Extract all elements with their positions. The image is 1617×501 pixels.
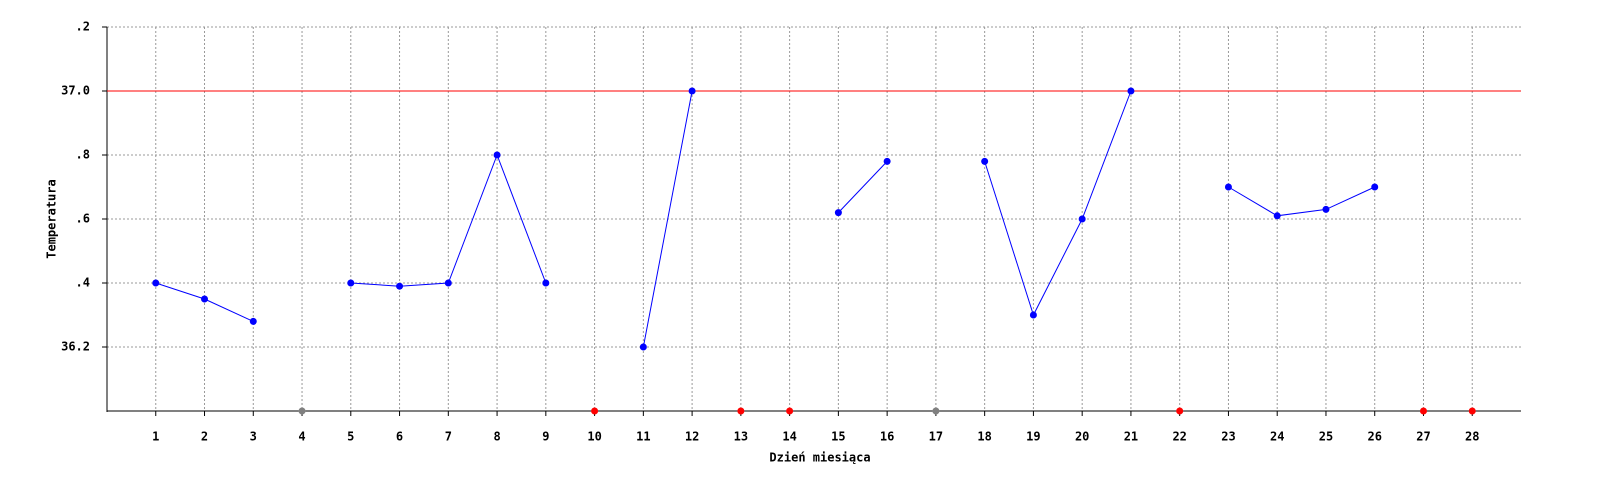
y-tick-label: .8 bbox=[76, 148, 90, 162]
x-tick-label: 7 bbox=[445, 430, 452, 444]
data-point bbox=[1224, 183, 1232, 191]
data-point bbox=[201, 295, 209, 303]
x-tick-label: 12 bbox=[685, 430, 699, 444]
x-tick-label: 19 bbox=[1026, 430, 1040, 444]
data-point bbox=[834, 209, 842, 217]
x-tick-label: 22 bbox=[1172, 430, 1186, 444]
x-tick-label: 21 bbox=[1124, 430, 1138, 444]
x-tick-label: 9 bbox=[542, 430, 549, 444]
gap-marker bbox=[1468, 407, 1476, 415]
x-axis-label: Dzień miesiąca bbox=[769, 451, 870, 465]
x-tick-label: 23 bbox=[1221, 430, 1235, 444]
x-tick-label: 26 bbox=[1367, 430, 1381, 444]
gap-marker bbox=[1176, 407, 1184, 415]
data-point bbox=[1127, 87, 1135, 95]
x-tick-label: 1 bbox=[152, 430, 159, 444]
gap-marker bbox=[591, 407, 599, 415]
x-tick-label: 11 bbox=[636, 430, 650, 444]
data-point bbox=[1322, 205, 1330, 213]
x-tick-label: 16 bbox=[880, 430, 894, 444]
x-tick-label: 8 bbox=[493, 430, 500, 444]
x-tick-label: 2 bbox=[201, 430, 208, 444]
data-point bbox=[396, 282, 404, 290]
data-point bbox=[347, 279, 355, 287]
x-tick-label: 5 bbox=[347, 430, 354, 444]
gap-marker bbox=[737, 407, 745, 415]
x-tick-label: 27 bbox=[1416, 430, 1430, 444]
data-point bbox=[444, 279, 452, 287]
x-tick-label: 10 bbox=[587, 430, 601, 444]
data-point bbox=[688, 87, 696, 95]
y-tick-label: .2 bbox=[76, 20, 90, 34]
x-tick-label: 20 bbox=[1075, 430, 1089, 444]
x-tick-label: 28 bbox=[1465, 430, 1479, 444]
gap-marker bbox=[1419, 407, 1427, 415]
x-tick-label: 15 bbox=[831, 430, 845, 444]
data-point bbox=[542, 279, 550, 287]
data-point bbox=[1029, 311, 1037, 319]
data-point bbox=[1078, 215, 1086, 223]
y-tick-label: 36.2 bbox=[61, 340, 90, 354]
x-tick-label: 6 bbox=[396, 430, 403, 444]
x-tick-label: 25 bbox=[1319, 430, 1333, 444]
gap-marker bbox=[786, 407, 794, 415]
x-tick-label: 24 bbox=[1270, 430, 1284, 444]
x-tick-label: 3 bbox=[250, 430, 257, 444]
data-point bbox=[152, 279, 160, 287]
data-point bbox=[981, 157, 989, 165]
y-tick-label: 37.0 bbox=[61, 84, 90, 98]
x-tick-label: 14 bbox=[782, 430, 796, 444]
gap-marker bbox=[298, 407, 306, 415]
data-point bbox=[1273, 212, 1281, 220]
y-tick-label: .4 bbox=[76, 276, 90, 290]
data-point bbox=[249, 317, 257, 325]
x-tick-label: 17 bbox=[929, 430, 943, 444]
y-tick-label: .6 bbox=[76, 212, 90, 226]
data-point bbox=[493, 151, 501, 159]
x-tick-label: 4 bbox=[298, 430, 305, 444]
y-axis-label: Temperatura bbox=[45, 179, 59, 258]
data-point bbox=[883, 157, 891, 165]
data-point bbox=[1371, 183, 1379, 191]
x-tick-label: 13 bbox=[734, 430, 748, 444]
data-point bbox=[639, 343, 647, 351]
gap-marker bbox=[932, 407, 940, 415]
x-tick-label: 18 bbox=[977, 430, 991, 444]
